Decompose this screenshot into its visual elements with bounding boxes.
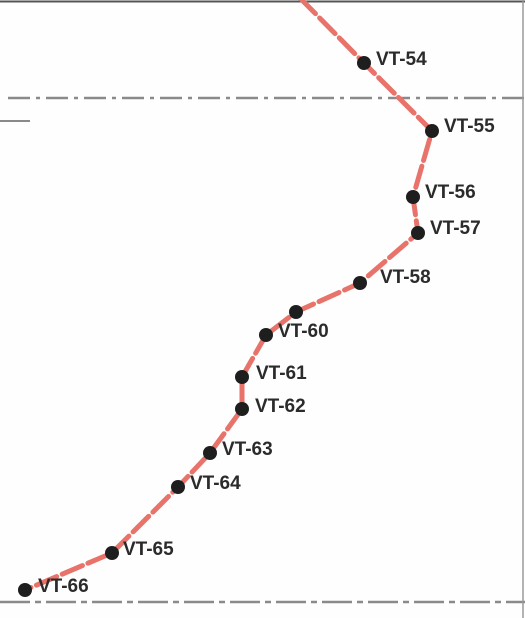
station-label-vt-66: VT-66 bbox=[38, 576, 89, 597]
station-marker-vt-62 bbox=[235, 402, 249, 416]
station-label-vt-60: VT-60 bbox=[278, 321, 329, 342]
station-marker-vt-55 bbox=[425, 124, 439, 138]
station-label-vt-64: VT-64 bbox=[190, 473, 241, 494]
station-label-vt-62: VT-62 bbox=[255, 396, 306, 417]
stations-layer: VT-54 VT-55 VT-56 VT-57 VT-58 VT-60 VT-61 VT-62… bbox=[18, 49, 495, 597]
station-label-vt-65: VT-65 bbox=[123, 539, 174, 560]
station-marker-vt-63 bbox=[203, 446, 217, 460]
station-marker-vt-60 bbox=[259, 328, 273, 342]
station-marker-vt-64 bbox=[171, 480, 185, 494]
station-marker-vt-66 bbox=[18, 583, 32, 597]
station-label-vt-56: VT-56 bbox=[425, 182, 476, 203]
route-line bbox=[22, 0, 435, 593]
station-marker-vt-54 bbox=[357, 56, 371, 70]
station-label-vt-57: VT-57 bbox=[430, 218, 481, 239]
station-label-vt-54: VT-54 bbox=[376, 49, 427, 70]
station-label-vt-55: VT-55 bbox=[444, 116, 495, 137]
station-marker-vt-57 bbox=[411, 226, 425, 240]
station-marker-vt-58 bbox=[353, 276, 367, 290]
station-marker-vt-65 bbox=[105, 546, 119, 560]
station-label-vt-58: VT-58 bbox=[380, 267, 431, 288]
station-marker-vt-56 bbox=[406, 190, 420, 204]
station-marker-vt-61 bbox=[235, 370, 249, 384]
station-label-vt-63: VT-63 bbox=[222, 439, 273, 460]
station-marker-vt-59 bbox=[289, 305, 303, 319]
station-label-vt-61: VT-61 bbox=[256, 363, 307, 384]
